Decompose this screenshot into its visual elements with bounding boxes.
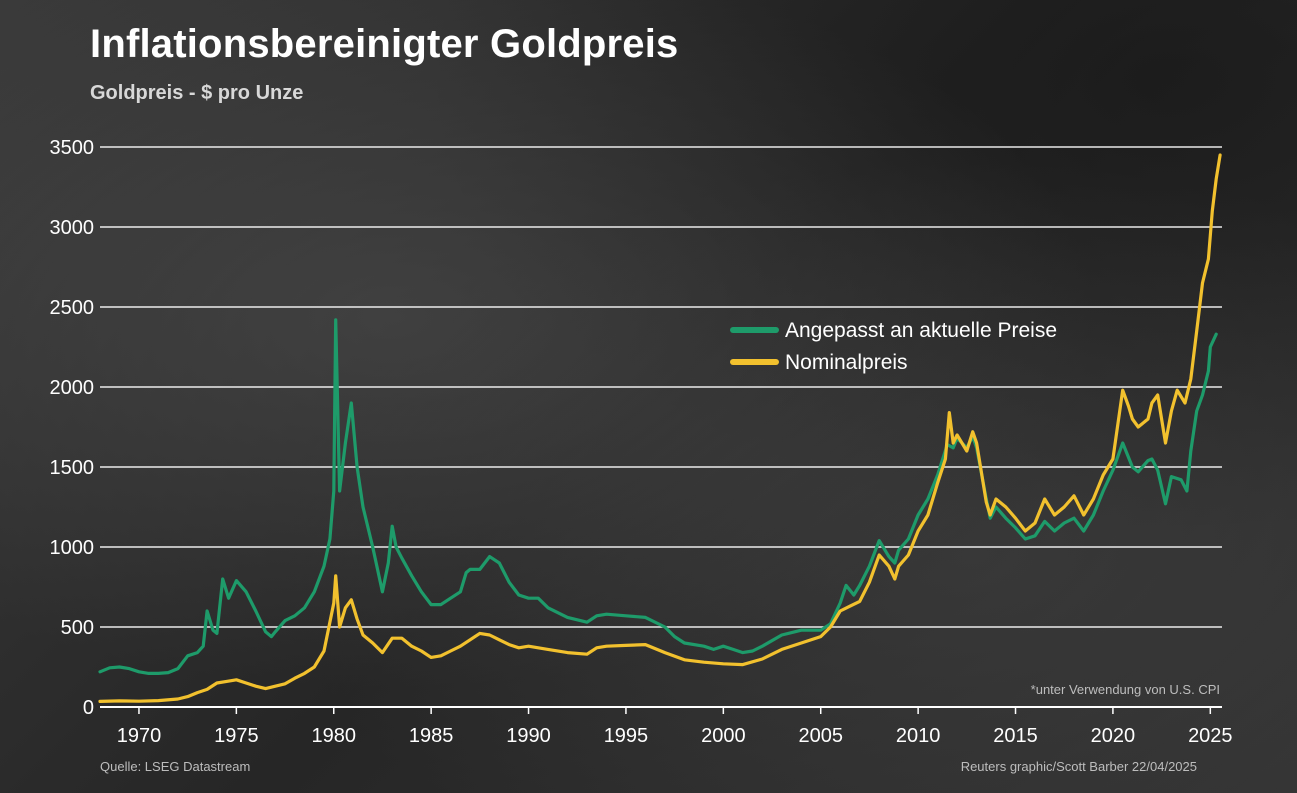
y-tick-label: 0 <box>83 697 94 719</box>
x-tick-label: 2010 <box>896 725 941 747</box>
y-tick-label: 2000 <box>50 377 95 399</box>
x-axis: 1970 1975 1980 1985 1990 1995 2000 2005 2010 2015… <box>100 706 1233 747</box>
legend-label: Nominalpreis <box>785 351 908 374</box>
y-tick-label: 3000 <box>50 217 95 239</box>
series-line-adjusted <box>98 318 1218 675</box>
x-tick-label: 2025 <box>1188 725 1233 747</box>
x-tick-label: 1985 <box>409 725 454 747</box>
y-tick-label: 500 <box>61 617 94 639</box>
cpi-note: *unter Verwendung von U.S. CPI <box>1031 682 1220 697</box>
chart-subtitle: Goldpreis - $ pro Unze <box>90 82 304 104</box>
y-tick-label: 2500 <box>50 297 95 319</box>
legend: Angepasst an aktuelle Preise Nominalpreis <box>730 319 1057 374</box>
legend-label: Angepasst an aktuelle Preise <box>785 319 1057 342</box>
series-lines <box>98 153 1222 703</box>
x-tick-label: 2020 <box>1091 725 1136 747</box>
x-tick-label: 2005 <box>798 725 843 747</box>
series-line-nominal <box>98 153 1222 703</box>
y-tick-label: 1000 <box>50 537 95 559</box>
x-tick-label: 1970 <box>117 725 162 747</box>
x-tick-label: 1995 <box>604 725 649 747</box>
x-tick-label: 1980 <box>312 725 357 747</box>
x-tick-label: 1990 <box>506 725 551 747</box>
y-axis-tick-labels: 0 500 1000 1500 2000 2500 3000 3500 <box>50 137 95 719</box>
gridlines <box>100 146 1222 628</box>
y-tick-label: 1500 <box>50 457 95 479</box>
x-tick-label: 1975 <box>214 725 259 747</box>
y-tick-label: 3500 <box>50 137 95 159</box>
credit-label: Reuters graphic/Scott Barber 22/04/2025 <box>960 759 1197 774</box>
source-label: Quelle: LSEG Datastream <box>100 759 251 774</box>
x-tick-label: 2000 <box>701 725 746 747</box>
x-tick-label: 2015 <box>993 725 1038 747</box>
chart-title: Inflationsbereinigter Goldpreis <box>90 22 679 66</box>
